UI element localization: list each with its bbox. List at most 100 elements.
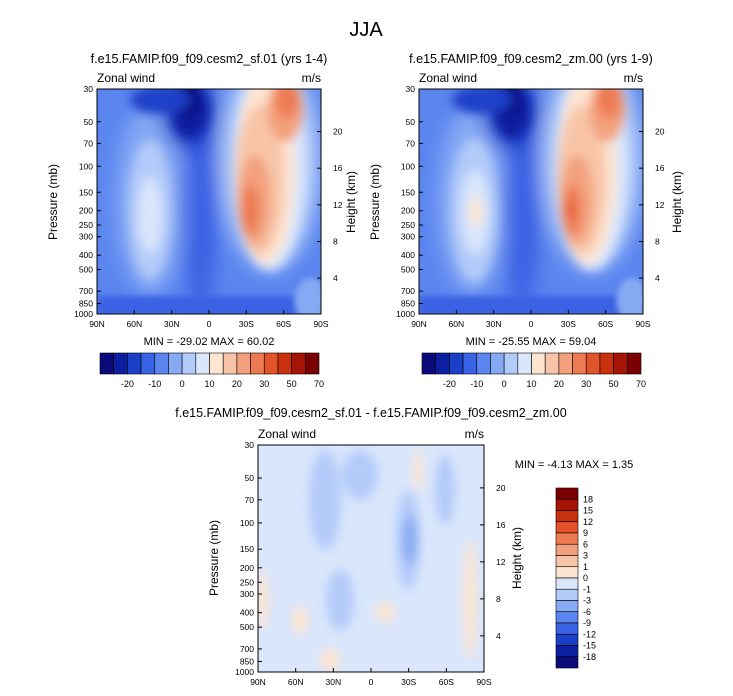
panel-sf01: f.e15.FAMIP.f09_f09.cesm2_sf.01 (yrs 1-4… bbox=[46, 52, 358, 389]
x-tick-label: 0 bbox=[529, 319, 534, 329]
colorbar-swatch bbox=[113, 352, 128, 375]
colorbar-swatch bbox=[585, 352, 601, 375]
colorbar-swatch bbox=[599, 352, 614, 375]
contour-field bbox=[97, 89, 321, 314]
y-tick-label: 400 bbox=[79, 250, 93, 260]
colorbar-swatch bbox=[195, 352, 210, 375]
y-right-tick-label: 4 bbox=[333, 273, 338, 283]
y-tick-label: 700 bbox=[401, 286, 415, 296]
y-tick-label: 1000 bbox=[396, 309, 415, 319]
y-right-tick-label: 16 bbox=[333, 163, 343, 173]
colorbar-swatch bbox=[555, 555, 579, 568]
colorbar-label: -20 bbox=[121, 379, 134, 389]
contour-field bbox=[419, 89, 643, 314]
x-ticks: 90N 60N 30N 0 30S 60S 90S bbox=[411, 310, 651, 329]
y-tick-label: 850 bbox=[240, 656, 254, 666]
colorbar-swatch bbox=[627, 352, 642, 375]
colorbar-swatch bbox=[613, 352, 628, 375]
colorbar-swatch bbox=[449, 352, 464, 375]
colorbar-swatch bbox=[181, 352, 197, 375]
panel-units: m/s bbox=[302, 71, 321, 85]
colorbar-swatch bbox=[555, 645, 579, 658]
colorbar-swatch bbox=[555, 543, 579, 556]
colorbar-swatch bbox=[291, 352, 306, 375]
colorbar-label: 50 bbox=[609, 379, 619, 389]
y-tick-label: 500 bbox=[240, 622, 254, 632]
colorbar-label: 6 bbox=[583, 539, 588, 549]
y-right-tick-label: 20 bbox=[496, 483, 506, 493]
colorbar: -20 -10 0 10 20 30 50 70 bbox=[99, 352, 324, 389]
y-ticks-right: 4 8 12 16 20 bbox=[480, 483, 506, 641]
y-tick-label: 250 bbox=[79, 220, 93, 230]
panel-stats: MIN = -29.02 MAX = 60.02 bbox=[144, 336, 275, 348]
panel-title: f.e15.FAMIP.f09_f09.cesm2_zm.00 (yrs 1-9… bbox=[409, 52, 653, 66]
contour-field bbox=[258, 445, 484, 672]
colorbar-swatch bbox=[531, 352, 546, 375]
colorbar-label: -15 bbox=[583, 641, 596, 651]
panel-units: m/s bbox=[465, 427, 484, 441]
colorbar-swatch bbox=[555, 487, 579, 500]
colorbar-swatch bbox=[555, 577, 579, 590]
colorbar-swatch bbox=[222, 352, 238, 375]
panel-title: f.e15.FAMIP.f09_f09.cesm2_sf.01 (yrs 1-4… bbox=[91, 52, 328, 66]
colorbar-swatch bbox=[555, 600, 579, 613]
colorbar-swatch bbox=[250, 352, 265, 375]
colorbar-label: 20 bbox=[554, 379, 564, 389]
y-right-tick-label: 12 bbox=[655, 200, 665, 210]
y-axis-label: Pressure (mb) bbox=[46, 164, 60, 240]
y-tick-label: 1000 bbox=[235, 667, 254, 677]
x-tick-label: 30S bbox=[239, 319, 254, 329]
y-tick-label: 30 bbox=[84, 84, 94, 94]
y-tick-label: 70 bbox=[84, 138, 94, 148]
colorbar-label: 50 bbox=[287, 379, 297, 389]
x-ticks: 90N 60N 30N 0 30S 60S 90S bbox=[89, 310, 329, 329]
y-ticks-right: 4 8 12 16 20 bbox=[317, 126, 343, 283]
colorbar-label: 10 bbox=[204, 379, 214, 389]
x-tick-label: 0 bbox=[207, 319, 212, 329]
colorbar-swatch bbox=[168, 352, 183, 375]
colorbar-swatch bbox=[421, 352, 436, 375]
colorbar-swatch bbox=[555, 521, 579, 534]
y-tick-label: 30 bbox=[245, 440, 255, 450]
y-axis-right-label: Height (km) bbox=[510, 527, 524, 589]
colorbar-swatch bbox=[503, 352, 519, 375]
y-right-tick-label: 12 bbox=[496, 557, 506, 567]
y-right-tick-label: 4 bbox=[496, 631, 501, 641]
colorbar-swatch bbox=[555, 633, 579, 646]
colorbar-swatch bbox=[555, 622, 579, 635]
colorbar-label: 30 bbox=[581, 379, 591, 389]
colorbar-swatch bbox=[462, 352, 478, 375]
panel-left-label: Zonal wind bbox=[97, 71, 155, 85]
y-right-tick-label: 8 bbox=[496, 594, 501, 604]
colorbar-label: 70 bbox=[314, 379, 324, 389]
x-tick-label: 30N bbox=[486, 319, 502, 329]
x-tick-label: 60S bbox=[276, 319, 291, 329]
x-tick-label: 30S bbox=[401, 677, 416, 687]
y-tick-label: 700 bbox=[240, 644, 254, 654]
y-tick-label: 250 bbox=[401, 220, 415, 230]
x-tick-label: 90N bbox=[411, 319, 427, 329]
colorbar-label: -18 bbox=[583, 652, 596, 662]
colorbar-swatch bbox=[555, 566, 579, 579]
colorbar-label: 1 bbox=[583, 562, 588, 572]
colorbar-swatch bbox=[435, 352, 450, 375]
colorbar-swatch bbox=[555, 588, 579, 601]
y-right-tick-label: 8 bbox=[333, 236, 338, 246]
colorbar-label: 18 bbox=[583, 494, 593, 504]
panel-left-label: Zonal wind bbox=[258, 427, 316, 441]
x-tick-label: 60N bbox=[288, 677, 304, 687]
x-tick-label: 30N bbox=[326, 677, 342, 687]
colorbar-swatch bbox=[277, 352, 292, 375]
colorbar-swatch bbox=[555, 656, 579, 669]
colorbar-swatch bbox=[209, 352, 224, 375]
y-right-tick-label: 20 bbox=[333, 126, 343, 136]
y-axis-label: Pressure (mb) bbox=[368, 164, 382, 240]
colorbar-swatch bbox=[555, 611, 579, 624]
colorbar-label: -10 bbox=[470, 379, 483, 389]
x-tick-label: 0 bbox=[369, 677, 374, 687]
colorbar-swatch bbox=[476, 352, 491, 375]
y-tick-label: 300 bbox=[79, 232, 93, 242]
panel-title: f.e15.FAMIP.f09_f09.cesm2_sf.01 - f.e15.… bbox=[175, 406, 566, 420]
y-tick-label: 850 bbox=[79, 299, 93, 309]
